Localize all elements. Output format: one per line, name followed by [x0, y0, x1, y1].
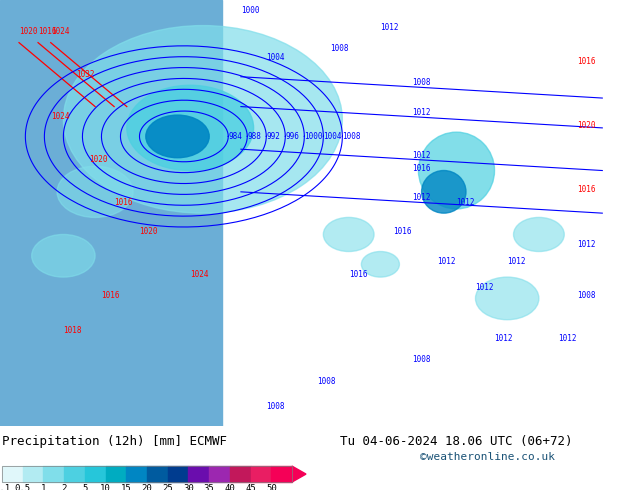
Text: 45: 45	[245, 484, 256, 490]
Text: 1020: 1020	[19, 27, 37, 36]
Text: 1012: 1012	[412, 108, 430, 117]
Text: 2: 2	[61, 484, 67, 490]
Text: 1012: 1012	[558, 334, 576, 343]
Text: 1012: 1012	[507, 257, 526, 266]
Text: 10: 10	[100, 484, 111, 490]
Circle shape	[146, 115, 209, 158]
Text: 1016: 1016	[114, 197, 133, 207]
Text: 1012: 1012	[456, 197, 475, 207]
Bar	[126, 466, 147, 482]
Circle shape	[32, 234, 95, 277]
Bar	[23, 466, 43, 482]
Text: 1012: 1012	[412, 194, 430, 202]
Text: 1016: 1016	[577, 185, 595, 194]
Circle shape	[127, 85, 254, 171]
Text: 50: 50	[266, 484, 276, 490]
Ellipse shape	[422, 171, 466, 213]
Circle shape	[63, 25, 342, 213]
Polygon shape	[292, 466, 306, 482]
Text: 1008: 1008	[412, 78, 430, 87]
Text: 1016: 1016	[393, 227, 411, 237]
Text: 988: 988	[247, 132, 261, 141]
Text: 1016: 1016	[412, 164, 430, 172]
Text: 1012: 1012	[380, 23, 399, 32]
Bar	[2, 466, 23, 482]
Text: 1020: 1020	[577, 121, 595, 130]
Text: 1012: 1012	[577, 240, 595, 249]
Text: 1008: 1008	[342, 132, 361, 141]
Text: 25: 25	[162, 484, 173, 490]
Circle shape	[476, 277, 539, 319]
Text: 1012: 1012	[412, 151, 430, 160]
Text: 1016: 1016	[101, 292, 120, 300]
Bar	[64, 466, 85, 482]
Text: 1032: 1032	[76, 70, 94, 79]
Text: 1000: 1000	[241, 6, 259, 15]
Circle shape	[361, 251, 399, 277]
Text: 1008: 1008	[412, 355, 430, 365]
Text: 30: 30	[183, 484, 194, 490]
Bar	[209, 466, 230, 482]
Bar	[168, 466, 188, 482]
Bar	[230, 466, 250, 482]
Text: 1016: 1016	[349, 270, 367, 279]
Bar	[106, 466, 126, 482]
Text: 1012: 1012	[495, 334, 513, 343]
Bar	[188, 466, 209, 482]
Text: 1008: 1008	[266, 402, 285, 411]
Text: 0.1: 0.1	[0, 484, 10, 490]
Text: 1020: 1020	[89, 155, 107, 164]
Bar	[0, 0, 222, 426]
Text: 992: 992	[266, 132, 280, 141]
Text: 1012: 1012	[476, 283, 494, 292]
Text: 5: 5	[82, 484, 87, 490]
Bar	[85, 466, 106, 482]
Text: 1008: 1008	[577, 292, 595, 300]
Bar	[147, 466, 168, 482]
Text: Tu 04-06-2024 18.06 UTC (06+72): Tu 04-06-2024 18.06 UTC (06+72)	[340, 435, 573, 448]
Text: 1024: 1024	[51, 112, 69, 122]
Text: 996: 996	[285, 132, 299, 141]
Text: 1018: 1018	[63, 325, 82, 335]
Text: 1004: 1004	[323, 132, 342, 141]
Text: 1016: 1016	[577, 57, 595, 66]
Text: 1008: 1008	[330, 44, 348, 53]
Text: 1016: 1016	[38, 27, 56, 36]
Text: 20: 20	[141, 484, 152, 490]
Text: 1024: 1024	[51, 27, 69, 36]
Bar	[271, 466, 292, 482]
Circle shape	[514, 218, 564, 251]
Bar	[43, 466, 64, 482]
Text: 1012: 1012	[437, 257, 456, 266]
Circle shape	[323, 218, 374, 251]
Ellipse shape	[418, 132, 495, 209]
Text: 1008: 1008	[317, 377, 335, 386]
Text: 1024: 1024	[190, 270, 209, 279]
Bar	[2, 466, 292, 482]
Text: 1000: 1000	[304, 132, 323, 141]
Text: 15: 15	[121, 484, 132, 490]
Text: 984: 984	[228, 132, 242, 141]
Circle shape	[57, 166, 133, 218]
Text: 1: 1	[41, 484, 46, 490]
Text: 1020: 1020	[139, 227, 158, 237]
Text: 40: 40	[224, 484, 235, 490]
Text: 1004: 1004	[266, 53, 285, 62]
Text: 35: 35	[204, 484, 214, 490]
Text: 0.5: 0.5	[15, 484, 31, 490]
Text: Precipitation (12h) [mm] ECMWF: Precipitation (12h) [mm] ECMWF	[2, 435, 227, 448]
Text: ©weatheronline.co.uk: ©weatheronline.co.uk	[420, 452, 555, 462]
Bar	[250, 466, 271, 482]
